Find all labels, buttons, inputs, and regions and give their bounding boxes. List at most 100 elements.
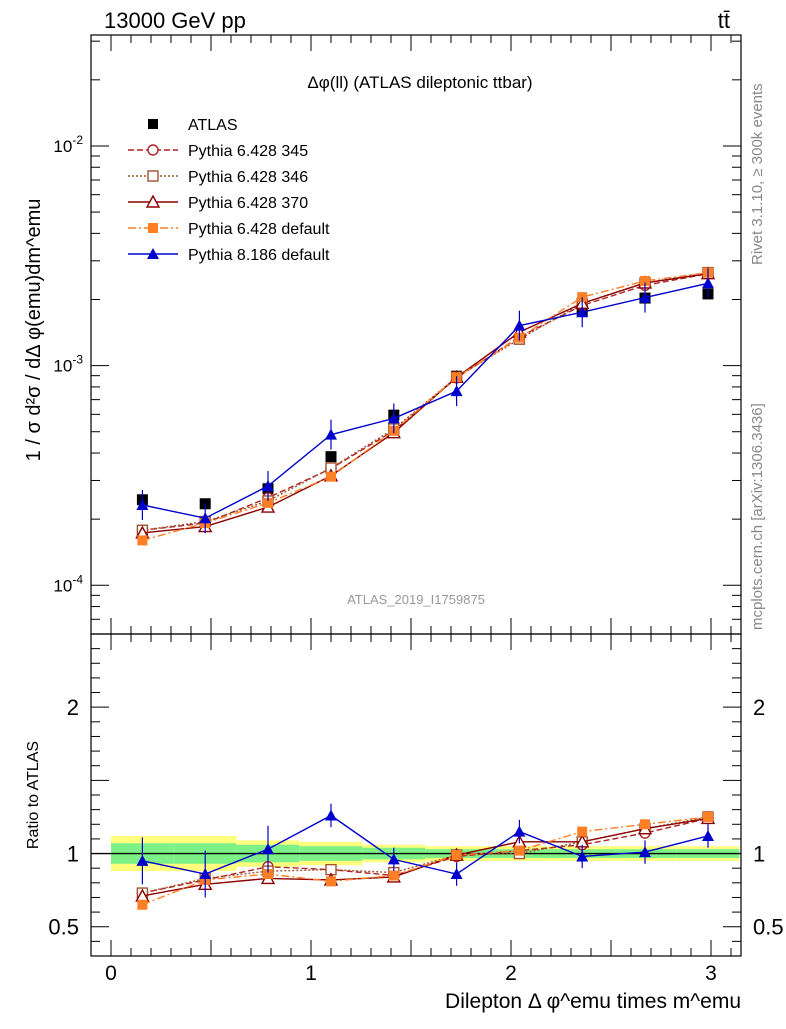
ratio-series-pythia-6-428-default <box>137 811 713 910</box>
y-tick-label-right: 1 <box>753 842 765 867</box>
process-label: tt̄ <box>718 8 730 33</box>
data-point <box>450 868 463 880</box>
series-atlas <box>136 288 714 510</box>
series-pythia-6-428-345 <box>136 268 714 536</box>
data-point <box>513 319 526 331</box>
x-tick-label: 2 <box>505 962 517 985</box>
y-tick-label-right: 0.5 <box>753 915 784 940</box>
main-y-tick-labels: 10-4 10-3 10-2 <box>53 133 83 595</box>
data-point <box>576 306 589 318</box>
ratio-panel: 0.5 0.5 1 1 2 2 0 1 2 3 Ratio to ATLAS Dilepton … <box>25 633 784 1013</box>
data-point <box>325 809 337 821</box>
series-pythia-6-428-346 <box>136 266 714 536</box>
legend-entry: Pythia 6.428 345 <box>128 143 308 160</box>
x-tick-label: 1 <box>305 962 317 985</box>
ratio-y-tick-labels: 0.5 0.5 1 1 2 2 <box>48 695 783 940</box>
data-point <box>639 846 651 858</box>
data-point <box>199 868 212 880</box>
ratio-series <box>135 803 716 910</box>
analysis-label: ATLAS_2019_I1759875 <box>347 592 485 607</box>
energy-label: 13000 GeV pp <box>104 8 246 33</box>
legend-label: Pythia 6.428 345 <box>188 143 308 160</box>
data-point <box>451 850 462 861</box>
legend-entry: Pythia 6.428 346 <box>128 169 308 186</box>
series-line <box>142 273 709 534</box>
legend-entry: Pythia 6.428 370 <box>128 194 308 212</box>
legend-label: Pythia 6.428 default <box>188 221 330 238</box>
data-point <box>148 223 158 233</box>
data-point <box>145 194 161 208</box>
y-tick-label: 10-4 <box>53 572 83 595</box>
data-point <box>136 498 149 510</box>
y-tick-label: 10-2 <box>53 133 83 156</box>
series-line <box>142 271 709 542</box>
legend-label: ATLAS <box>188 117 238 134</box>
y-tick-label: 2 <box>67 695 79 720</box>
series-line <box>142 282 709 519</box>
data-point <box>514 845 525 856</box>
legend-entry: Pythia 8.186 default <box>128 247 330 264</box>
y-tick-label: 1 <box>67 842 79 867</box>
series-line <box>142 814 709 875</box>
main-title: Δφ(ll) (ATLAS dileptonic ttbar) <box>307 73 532 92</box>
data-point <box>577 826 588 837</box>
data-point <box>576 850 589 862</box>
data-point <box>388 870 399 881</box>
legend-label: Pythia 6.428 346 <box>188 169 308 186</box>
legend-label: Pythia 8.186 default <box>188 247 330 264</box>
y-tick-label: 10-3 <box>53 353 83 376</box>
data-point <box>137 535 148 546</box>
main-y-axis-label: 1 / σ d²σ / dΔ φ(emu)dm^emu <box>23 199 45 462</box>
data-point <box>577 292 588 303</box>
y-tick-label: 0.5 <box>48 915 79 940</box>
legend: ATLAS Pythia 6.428 345 Pythia 6.428 346 Pyt… <box>128 117 330 264</box>
data-point <box>199 512 212 524</box>
data-point <box>147 248 159 259</box>
data-point <box>703 811 713 822</box>
data-point <box>387 853 400 865</box>
ratio-ticks <box>91 633 741 957</box>
data-point <box>262 480 274 492</box>
x-axis-label: Dilepton Δ φ^emu times m^emu <box>445 990 741 1013</box>
data-point <box>513 825 526 837</box>
data-point <box>702 277 714 289</box>
series-pythia-6-428-370 <box>135 266 716 539</box>
data-point <box>326 471 336 482</box>
data-point <box>702 829 714 841</box>
main-panel: Δφ(ll) (ATLAS dileptonic ttbar) ATLAS_20… <box>23 34 742 635</box>
data-point <box>387 412 400 424</box>
x-tick-label: 3 <box>705 962 717 985</box>
rivet-label: Rivet 3.1.10, ≥ 300k events <box>749 83 766 265</box>
source-label: mcplots.cern.ch [arXiv:1306.3436] <box>749 403 766 630</box>
data-point <box>325 428 337 440</box>
data-point <box>148 119 158 129</box>
x-tick-label: 0 <box>105 962 117 985</box>
data-point <box>137 899 148 910</box>
legend-label: Pythia 6.428 370 <box>188 195 308 212</box>
data-point <box>450 385 463 397</box>
main-series <box>135 266 716 546</box>
data-point <box>639 291 651 303</box>
series-pythia-8-186-default <box>136 268 714 534</box>
main-ticks <box>91 35 741 635</box>
series-line <box>142 817 709 894</box>
ratio-series-pythia-8-186-default <box>136 803 714 898</box>
legend-entry: Pythia 6.428 default <box>128 221 330 238</box>
series-line <box>142 273 709 531</box>
x-tick-labels: 0 1 2 3 <box>105 962 717 985</box>
data-point <box>326 876 336 887</box>
y-tick-label-right: 2 <box>753 695 765 720</box>
data-point <box>263 497 273 508</box>
data-point <box>325 451 337 463</box>
series-line <box>142 816 709 906</box>
data-point <box>147 170 159 182</box>
ratio-y-axis-label: Ratio to ATLAS <box>25 741 42 849</box>
legend-entry: ATLAS <box>148 117 238 134</box>
data-point <box>136 854 149 866</box>
ratio-frame <box>90 633 742 957</box>
data-point <box>263 869 273 880</box>
data-point <box>640 819 650 830</box>
series-line <box>142 271 709 531</box>
data-point <box>262 843 274 855</box>
data-point <box>147 144 159 156</box>
